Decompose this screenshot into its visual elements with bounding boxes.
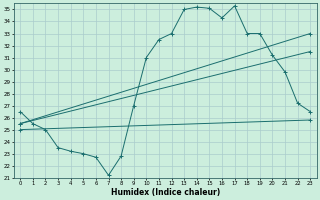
X-axis label: Humidex (Indice chaleur): Humidex (Indice chaleur) (111, 188, 220, 197)
